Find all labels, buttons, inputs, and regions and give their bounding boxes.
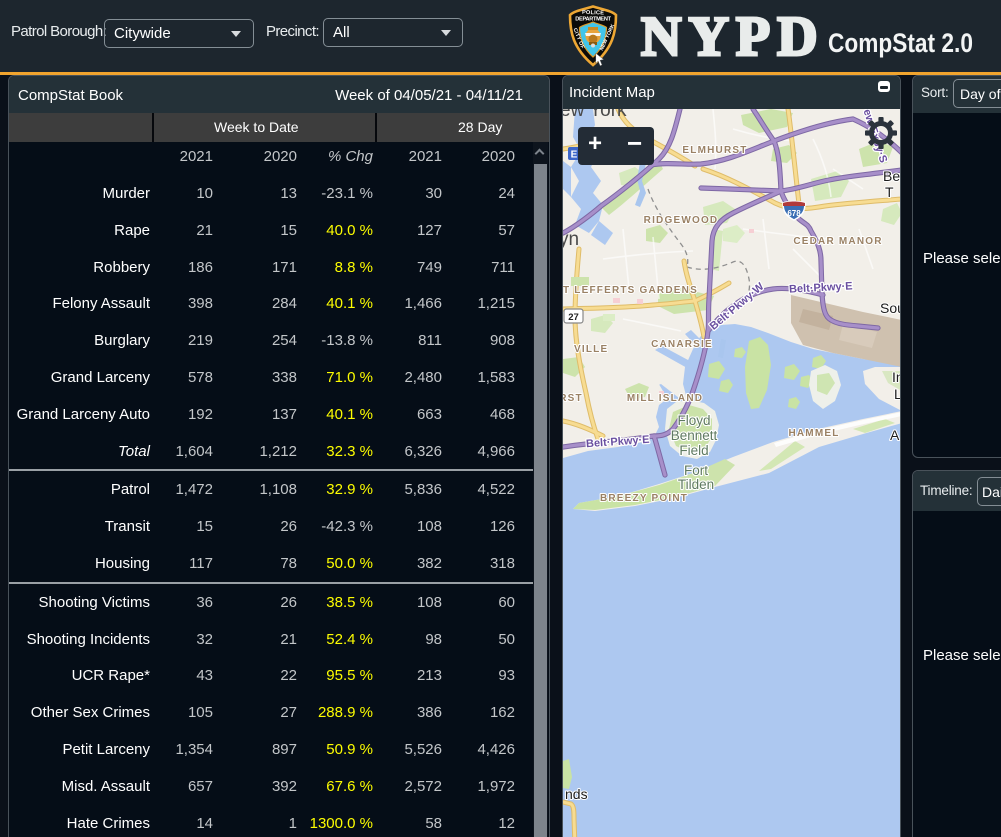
- svg-text:Field: Field: [679, 443, 708, 458]
- svg-text:HAMMEL: HAMMEL: [788, 428, 839, 439]
- svg-text:Fort: Fort: [684, 463, 708, 478]
- svg-text:ELMHURST: ELMHURST: [682, 145, 747, 156]
- svg-text:L: L: [894, 386, 901, 402]
- svg-text:POLICE: POLICE: [582, 10, 604, 17]
- svg-text:VILLE: VILLE: [574, 344, 608, 355]
- svg-text:BREEZY POINT: BREEZY POINT: [600, 493, 688, 504]
- svg-text:Bel: Bel: [883, 168, 901, 184]
- svg-text:RIDGEWOOD: RIDGEWOOD: [644, 215, 719, 226]
- svg-text:678: 678: [787, 209, 801, 218]
- svg-text:In: In: [892, 369, 901, 385]
- svg-text:A: A: [890, 427, 900, 443]
- svg-text:Belt·Pkwy·E: Belt·Pkwy·E: [789, 280, 853, 295]
- svg-text:yn: yn: [563, 229, 579, 250]
- svg-text:CANARSIE: CANARSIE: [651, 339, 713, 350]
- svg-text:T LEFFERTS GARDENS: T LEFFERTS GARDENS: [563, 285, 698, 296]
- svg-text:DEPARTMENT: DEPARTMENT: [575, 16, 611, 22]
- svg-text:T: T: [885, 184, 894, 200]
- svg-text:nds: nds: [565, 786, 588, 802]
- svg-text:27: 27: [568, 312, 579, 323]
- svg-text:Sout: Sout: [880, 300, 901, 316]
- svg-text:RST: RST: [563, 393, 583, 404]
- svg-text:CEDAR MANOR: CEDAR MANOR: [793, 236, 882, 247]
- svg-text:Floyd: Floyd: [677, 413, 710, 428]
- svg-text:MILL ISLAND: MILL ISLAND: [627, 393, 703, 404]
- svg-text:ew York: ew York: [563, 109, 627, 121]
- svg-text:Tilden: Tilden: [678, 477, 714, 492]
- svg-text:Bennett: Bennett: [671, 428, 718, 443]
- svg-text:E: E: [571, 150, 578, 161]
- svg-text:Belt·Pkwy·E: Belt·Pkwy·E: [586, 434, 650, 450]
